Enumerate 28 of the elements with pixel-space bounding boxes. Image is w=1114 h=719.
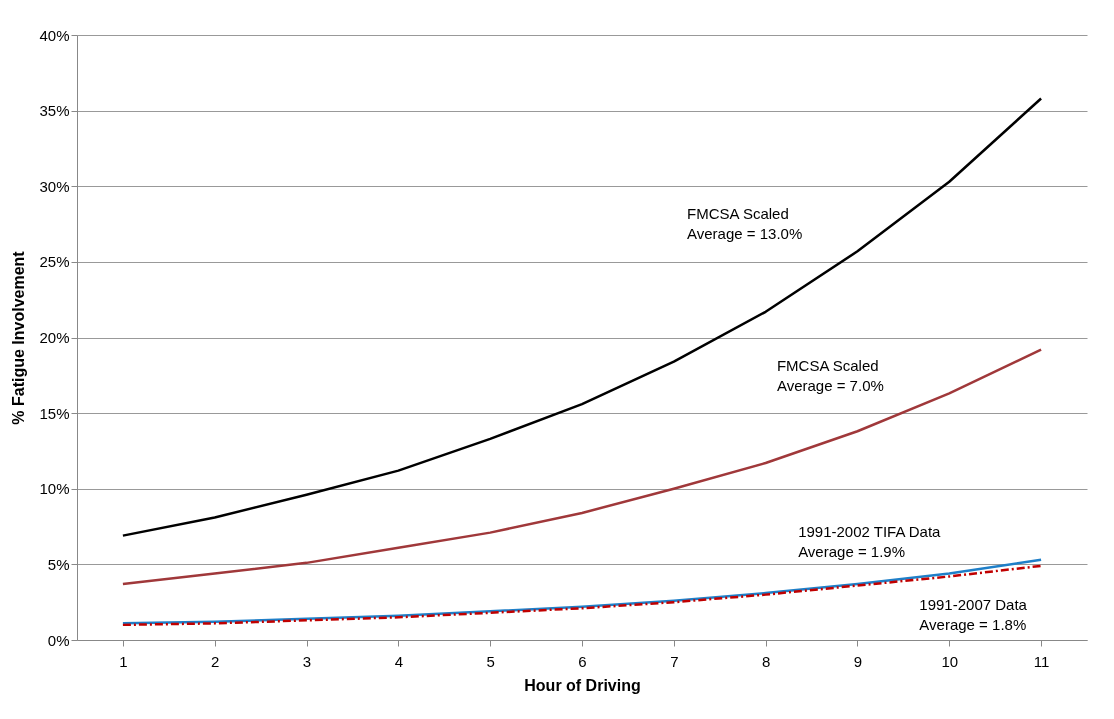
y-tick-label: 30% bbox=[39, 177, 70, 195]
y-tick-label: 15% bbox=[39, 404, 70, 422]
x-tick-label: 9 bbox=[853, 652, 863, 670]
x-tick-label: 10 bbox=[941, 652, 959, 670]
annotation: FMCSA Scaled Average = 13.0% bbox=[687, 205, 803, 243]
x-tick-label: 5 bbox=[486, 652, 495, 670]
y-tick-label: 25% bbox=[39, 253, 70, 271]
x-tick-label: 1 bbox=[119, 652, 128, 670]
x-tick-label: 11 bbox=[1033, 652, 1050, 670]
annotation: FMCSA Scaled Average = 7.0% bbox=[776, 356, 884, 394]
x-tick-label: 6 bbox=[578, 652, 587, 670]
x-tick-label: 3 bbox=[302, 652, 312, 670]
x-tick-label: 4 bbox=[394, 652, 404, 670]
y-tick-label: 0% bbox=[47, 631, 70, 649]
line-series bbox=[121, 348, 1043, 586]
x-tick-label: 7 bbox=[670, 652, 679, 670]
y-tick-label: 10% bbox=[39, 480, 70, 498]
y-tick-label: 5% bbox=[47, 555, 70, 573]
y-tick-label: 20% bbox=[39, 329, 70, 346]
x-tick-label: 2 bbox=[211, 652, 220, 670]
x-axis-title: Hour of Driving bbox=[524, 676, 641, 694]
annotation: 1991-2002 TIFA Data Average = 1.9% bbox=[798, 523, 942, 561]
annotation: 1991-2007 Data Average = 1.8% bbox=[919, 595, 1028, 633]
y-axis-title: % Fatigue Involvement bbox=[10, 250, 28, 425]
line-series bbox=[121, 97, 1043, 537]
x-tick-label: 8 bbox=[761, 652, 771, 670]
y-tick-label: 40% bbox=[39, 26, 70, 44]
y-tick-label: 35% bbox=[39, 102, 70, 120]
